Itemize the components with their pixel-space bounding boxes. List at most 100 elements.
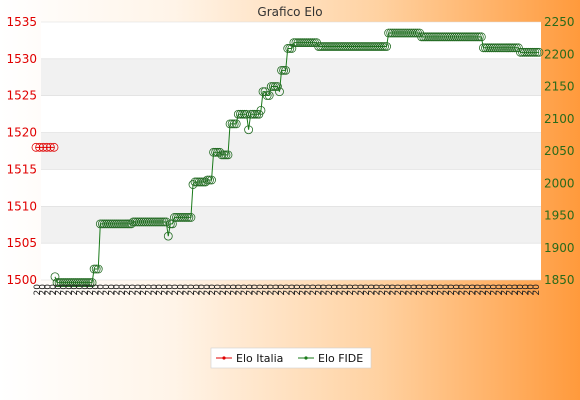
x-tick-label: 20: [81, 284, 91, 296]
data-point-elo-fide: [155, 217, 165, 227]
data-point-elo-fide: [411, 28, 420, 38]
y-left-tick-label: 1505: [6, 236, 37, 250]
x-tick-label: 20: [309, 284, 319, 296]
x-tick-label: 20: [505, 284, 515, 296]
x-tick-label: 20: [298, 284, 308, 296]
x-tick-label: 20: [91, 284, 101, 296]
x-tick-label: 20: [272, 284, 282, 296]
data-point-elo-fide: [275, 87, 284, 97]
data-point-elo-fide: [534, 47, 544, 57]
x-tick-label: 20: [341, 284, 351, 296]
data-point-elo-fide: [85, 278, 95, 287]
x-tick-label: 20: [107, 284, 117, 296]
data-point-elo-fide: [87, 278, 97, 287]
x-tick-label: 20: [325, 284, 335, 296]
x-tick-label: 20: [330, 284, 340, 296]
data-point-elo-fide: [227, 119, 237, 129]
data-point-elo-fide: [167, 219, 177, 229]
data-point-elo-fide: [268, 82, 278, 91]
data-point-elo-fide: [266, 82, 276, 91]
x-tick-label: 20: [415, 284, 425, 296]
x-tick-label: 20: [304, 284, 314, 296]
x-tick-label: 20: [139, 284, 149, 296]
data-point-elo-fide: [507, 43, 517, 53]
data-point-elo-fide: [217, 150, 227, 160]
y-left-tick-label: 1525: [6, 89, 37, 103]
x-tick-label: 20: [44, 284, 54, 296]
data-point-elo-fide: [161, 217, 171, 227]
data-point-elo-fide: [198, 177, 208, 187]
data-point-elo-fide: [509, 43, 519, 53]
x-tick-label: 20: [399, 284, 409, 296]
legend-label-elo-italia: Elo Italia: [236, 352, 283, 365]
x-tick-label: 20: [118, 284, 128, 296]
x-tick-label: 20: [134, 284, 144, 296]
x-tick-label: 20: [527, 284, 537, 296]
y-left-tick-label: 1510: [6, 199, 37, 213]
x-tick-label: 20: [320, 284, 330, 296]
x-tick-label: 20: [346, 284, 356, 296]
x-tick-label: 20: [394, 284, 404, 296]
x-tick-label: 20: [203, 284, 213, 296]
y-right-tick-label: 2050: [544, 144, 575, 158]
x-tick-label: 20: [357, 284, 367, 296]
data-point-elo-fide: [122, 219, 132, 229]
x-tick-label: 20: [182, 284, 192, 296]
data-point-elo-fide: [528, 47, 538, 57]
x-tick-label: 20: [261, 284, 271, 296]
data-point-elo-fide: [182, 213, 192, 222]
data-point-elo-fide: [273, 82, 282, 91]
data-point-elo-fide: [283, 44, 293, 53]
data-point-elo-fide: [305, 38, 315, 48]
x-tick-label: 20: [235, 284, 245, 296]
legend-marker-elo-italia: [222, 356, 226, 360]
legend: Elo Italia Elo FIDE: [210, 347, 372, 369]
y-right-tick-label: 1850: [544, 273, 575, 287]
data-point-elo-fide: [408, 28, 418, 38]
data-point-elo-fide: [279, 65, 289, 75]
data-point-elo-fide: [180, 213, 190, 222]
data-point-elo-fide: [165, 219, 175, 229]
x-tick-label: 20: [484, 284, 494, 296]
y-left-tick-label: 1500: [6, 273, 37, 287]
x-tick-label: 20: [410, 284, 420, 296]
x-tick-label: 20: [352, 284, 362, 296]
data-point-elo-fide: [203, 175, 212, 185]
x-tick-label: 20: [277, 284, 287, 296]
data-point-elo-fide: [221, 150, 231, 160]
data-point-elo-fide: [250, 109, 260, 119]
data-point-elo-fide: [248, 109, 258, 119]
data-point-elo-fide: [382, 42, 391, 51]
x-tick-label: 20: [171, 284, 181, 296]
x-tick-label: 20: [213, 284, 223, 296]
y-right-tick-label: 1950: [544, 209, 575, 223]
x-tick-label: 20: [511, 284, 521, 296]
y-right-tick-label: 2000: [544, 176, 575, 190]
data-point-elo-fide: [223, 150, 233, 160]
x-tick-label: 20: [479, 284, 489, 296]
x-tick-label: 20: [144, 284, 154, 296]
x-tick-label: 20: [426, 284, 436, 296]
data-point-elo-italia: [35, 142, 44, 152]
legend-item-elo-italia: Elo Italia: [216, 352, 283, 365]
x-tick-label: 20: [474, 284, 484, 296]
x-tick-label: 20: [490, 284, 500, 296]
data-point-elo-fide: [376, 42, 385, 51]
data-point-elo-fide: [281, 65, 291, 75]
x-tick-label: 20: [97, 284, 107, 296]
x-tick-label: 20: [436, 284, 446, 296]
x-tick-label: 20: [224, 284, 234, 296]
data-point-elo-fide: [50, 272, 60, 282]
data-point-elo-fide: [256, 105, 266, 115]
x-tick-label: 20: [463, 284, 473, 296]
x-tick-label: 20: [288, 284, 298, 296]
data-point-elo-fide: [474, 32, 484, 42]
data-point-elo-fide: [93, 264, 103, 274]
x-tick-label: 20: [70, 284, 80, 296]
data-point-elo-fide: [244, 125, 254, 135]
data-point-elo-fide: [219, 150, 229, 160]
x-tick-label: 20: [421, 284, 431, 296]
x-tick-label: 20: [75, 284, 85, 296]
x-tick-label: 20: [336, 284, 346, 296]
data-point-elo-fide: [225, 119, 235, 129]
